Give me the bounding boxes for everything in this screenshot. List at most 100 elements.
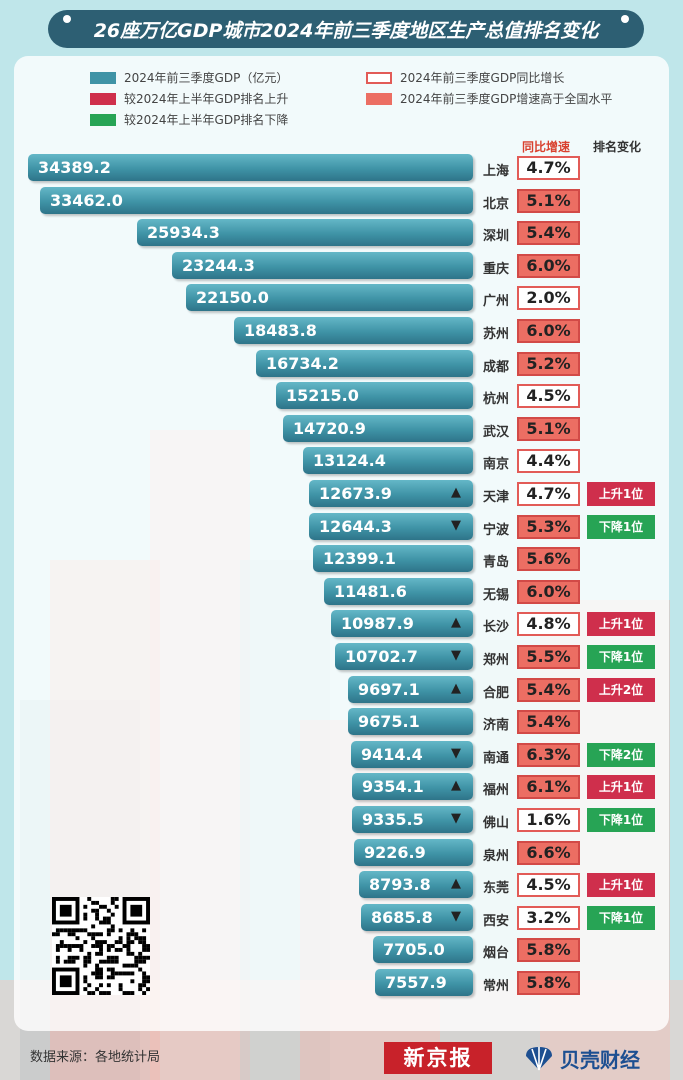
growth-rate-box: 6.0% [517, 254, 580, 278]
city-label: 广州 [482, 294, 509, 309]
qr-code-image [52, 897, 150, 995]
rank-up-triangle-icon: ▲ [451, 778, 461, 793]
city-label: 常州 [482, 979, 509, 994]
gdp-bar: 12673.9 [309, 480, 473, 507]
gdp-bar: 16734.2 [256, 350, 473, 377]
gdp-bar: 9675.1 [348, 708, 473, 735]
growth-rate-box: 3.2% [517, 906, 580, 930]
legend-up-label: 较2024年上半年GDP排名上升 [124, 92, 289, 106]
city-label: 泉州 [482, 849, 509, 864]
growth-rate-box: 4.5% [517, 384, 580, 408]
rank-down-badge: 下降1位 [587, 645, 655, 669]
chart-title: 26座万亿GDP城市2024年前三季度地区生产总值排名变化 [48, 10, 644, 48]
rank-change-column-header: 排名变化 [593, 140, 642, 154]
gdp-bar: 12399.1 [313, 545, 473, 572]
legend-swatch-above [366, 92, 392, 105]
rank-down-badge: 下降1位 [587, 515, 655, 539]
beike-caijing-logo: 贝壳财经 [524, 1042, 640, 1074]
gdp-bar: 11481.6 [324, 578, 473, 605]
growth-column-header: 同比增速 [522, 140, 571, 154]
city-label: 宁波 [482, 523, 509, 538]
city-label: 无锡 [482, 588, 509, 603]
gdp-bar: 9354.1 [352, 773, 473, 800]
gdp-bar: 10987.9 [331, 610, 473, 637]
city-label: 东莞 [482, 881, 509, 896]
city-label: 深圳 [482, 229, 509, 244]
city-label: 杭州 [482, 392, 509, 407]
gdp-bar: 9697.1 [348, 676, 473, 703]
rank-down-triangle-icon: ▼ [451, 811, 461, 826]
growth-rate-box: 2.0% [517, 286, 580, 310]
legend-above-label: 2024年前三季度GDP增速高于全国水平 [400, 92, 613, 106]
growth-rate-box: 5.4% [517, 221, 580, 245]
gdp-bar: 8793.8 [359, 871, 473, 898]
legend-swatch-gdp [90, 71, 116, 84]
city-label: 北京 [482, 197, 509, 212]
gdp-bar: 13124.4 [303, 447, 473, 474]
legend-gdp: 2024年前三季度GDP（亿元） [90, 69, 288, 86]
gdp-bar: 25934.3 [137, 219, 473, 246]
rank-up-triangle-icon: ▲ [451, 876, 461, 891]
city-label: 上海 [482, 164, 509, 179]
growth-rate-box: 4.7% [517, 482, 580, 506]
gdp-bar: 7705.0 [373, 936, 473, 963]
gdp-bar: 15215.0 [276, 382, 473, 409]
growth-rate-box: 6.6% [517, 841, 580, 865]
gdp-bar: 9414.4 [351, 741, 473, 768]
growth-rate-box: 5.8% [517, 971, 580, 995]
qr-code [52, 897, 150, 995]
growth-rate-box: 4.5% [517, 873, 580, 897]
chart-panel [14, 56, 669, 1031]
city-label: 苏州 [482, 327, 509, 342]
rank-down-triangle-icon: ▼ [451, 746, 461, 761]
city-label: 郑州 [482, 653, 509, 668]
legend-gdp-label: 2024年前三季度GDP（亿元） [124, 71, 289, 85]
gdp-bar: 18483.8 [234, 317, 473, 344]
gdp-bar: 34389.2 [28, 154, 473, 181]
rank-up-badge: 上升1位 [587, 482, 655, 506]
gdp-bar: 12644.3 [309, 513, 473, 540]
city-label: 济南 [482, 718, 509, 733]
growth-rate-box: 5.4% [517, 710, 580, 734]
growth-rate-box: 4.7% [517, 156, 580, 180]
rank-up-triangle-icon: ▲ [451, 681, 461, 696]
rank-down-triangle-icon: ▼ [451, 648, 461, 663]
legend-down-label: 较2024年上半年GDP排名下降 [124, 113, 289, 127]
rank-up-badge: 上升1位 [587, 775, 655, 799]
rank-up-triangle-icon: ▲ [451, 615, 461, 630]
growth-rate-box: 5.2% [517, 352, 580, 376]
growth-rate-box: 5.1% [517, 417, 580, 441]
city-label: 青岛 [482, 555, 509, 570]
city-label: 天津 [482, 490, 509, 505]
gdp-bar: 23244.3 [172, 252, 473, 279]
city-label: 南京 [482, 457, 509, 472]
city-label: 长沙 [482, 620, 509, 635]
growth-rate-box: 6.1% [517, 775, 580, 799]
banner-dot-left [63, 15, 71, 23]
growth-rate-box: 5.3% [517, 515, 580, 539]
city-label: 烟台 [482, 946, 509, 961]
gdp-bar: 9335.5 [352, 806, 473, 833]
city-label: 西安 [482, 914, 509, 929]
city-label: 重庆 [482, 262, 509, 277]
rank-up-badge: 上升1位 [587, 612, 655, 636]
growth-rate-box: 4.4% [517, 449, 580, 473]
growth-rate-box: 6.0% [517, 580, 580, 604]
growth-rate-box: 4.8% [517, 612, 580, 636]
legend-above: 2024年前三季度GDP增速高于全国水平 [366, 90, 612, 107]
gdp-bar: 33462.0 [40, 187, 473, 214]
rank-down-badge: 下降2位 [587, 743, 655, 767]
legend-swatch-growth [366, 71, 392, 84]
gdp-bar: 14720.9 [283, 415, 473, 442]
rank-up-triangle-icon: ▲ [451, 485, 461, 500]
beike-caijing-logo-text: 贝壳财经 [560, 1047, 640, 1072]
gdp-bar: 9226.9 [354, 839, 473, 866]
growth-rate-box: 6.3% [517, 743, 580, 767]
growth-rate-box: 5.4% [517, 678, 580, 702]
growth-rate-box: 1.6% [517, 808, 580, 832]
city-label: 武汉 [482, 425, 509, 440]
rank-down-triangle-icon: ▼ [451, 518, 461, 533]
rank-up-badge: 上升2位 [587, 678, 655, 702]
legend-swatch-down [90, 113, 116, 126]
legend-growth: 2024年前三季度GDP同比增长 [366, 69, 564, 86]
